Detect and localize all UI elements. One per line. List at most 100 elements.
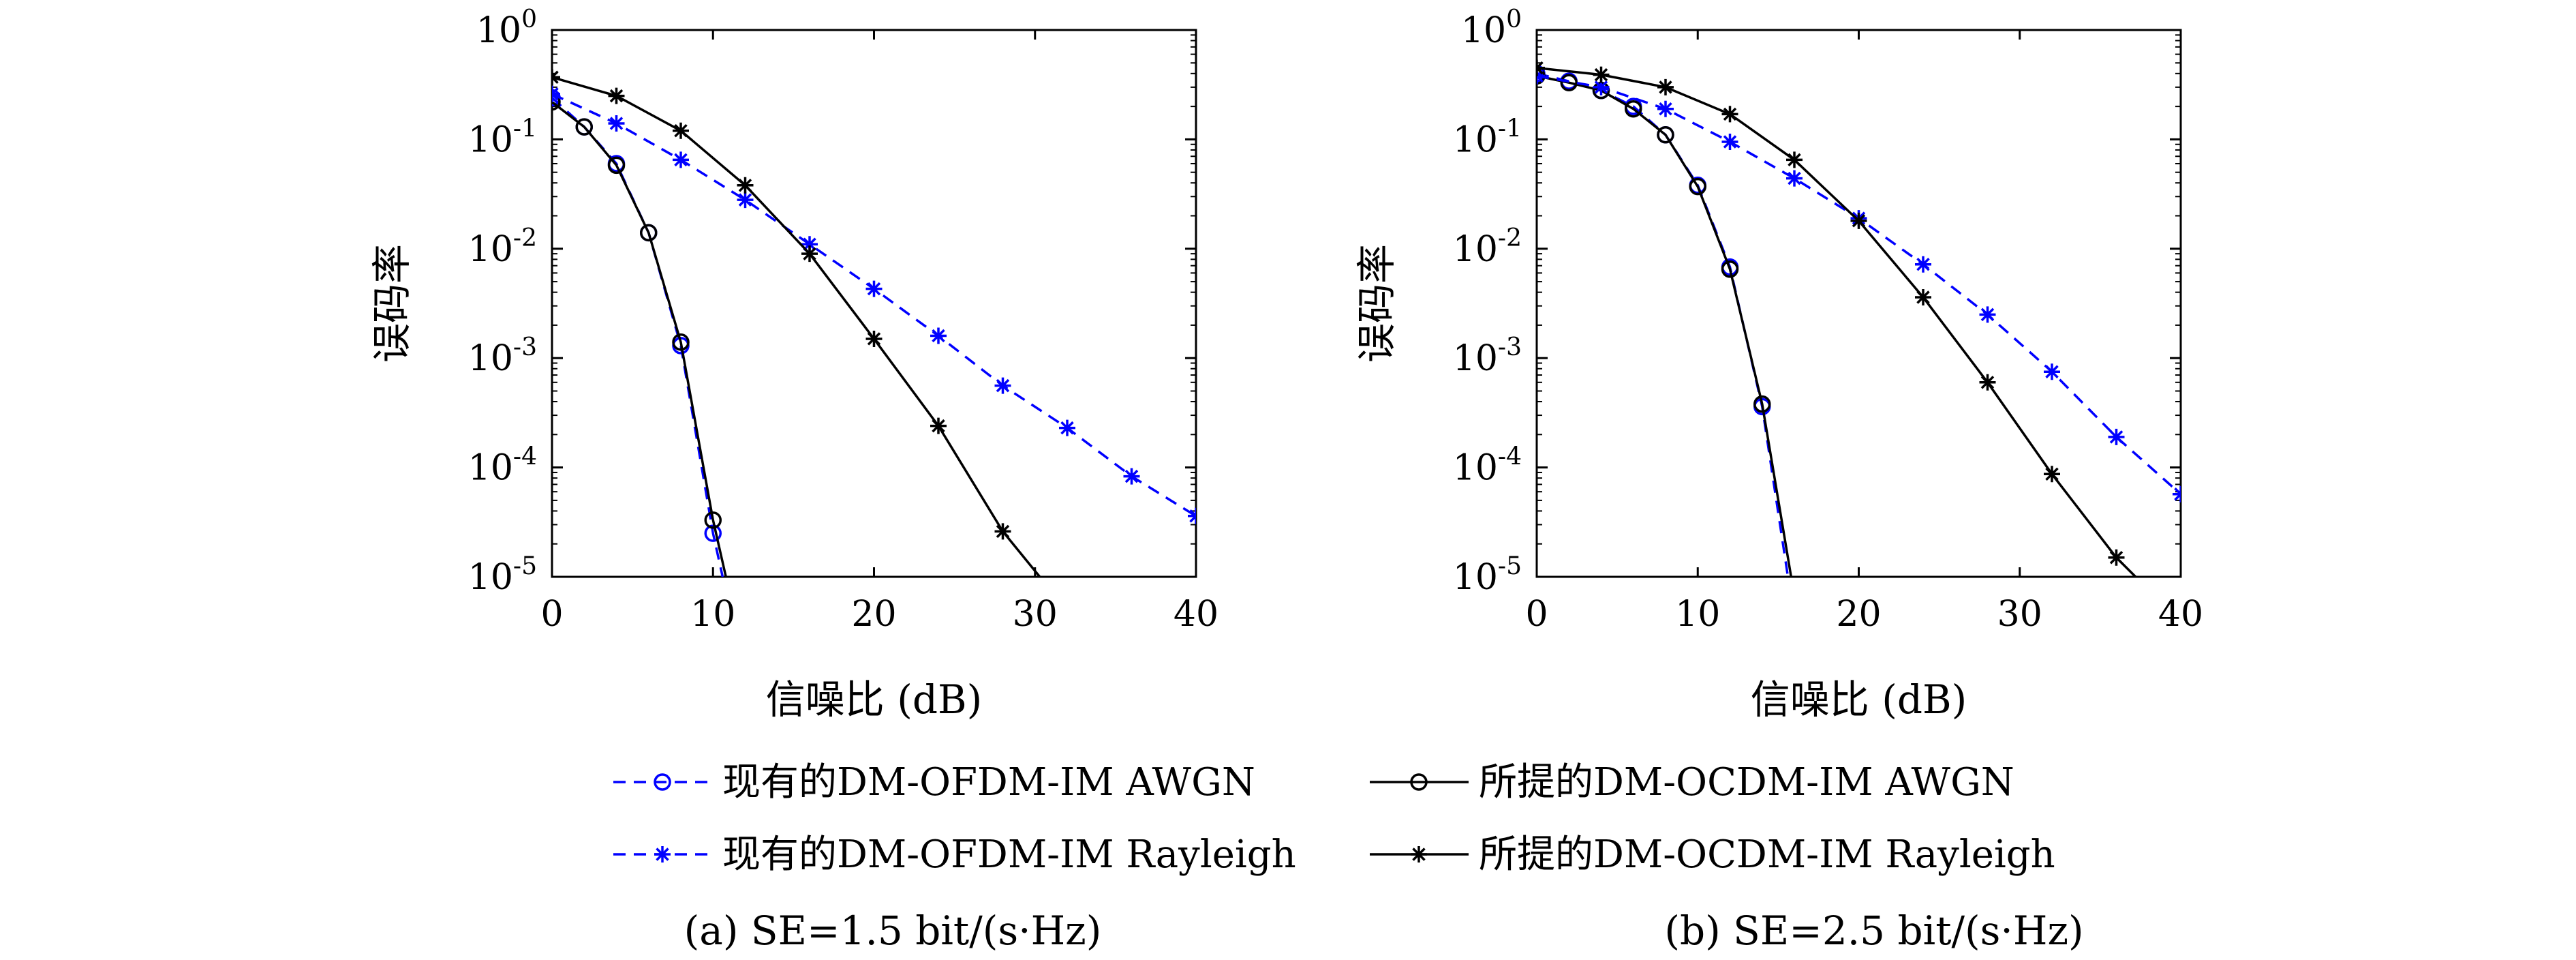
legend-item: 所提的DM-OCDM-IM AWGN <box>1370 760 2014 805</box>
series-2 <box>1537 68 2181 502</box>
series-1 <box>1537 67 1793 577</box>
x-tick-label: 30 <box>1997 594 2042 635</box>
data-point <box>673 122 689 139</box>
legend-marker <box>1410 773 1428 791</box>
y-tick-label: 10-4 <box>1453 443 1522 489</box>
x-tick-label: 10 <box>1675 594 1720 635</box>
legend-item: 现有的DM-OFDM-IM Rayleigh <box>613 832 1296 877</box>
data-point <box>608 87 625 104</box>
data-point <box>2044 363 2060 380</box>
data-point <box>1689 177 1706 196</box>
y-tick-label: 10-2 <box>468 224 537 270</box>
data-point <box>1657 126 1674 144</box>
legend-marker <box>654 846 671 862</box>
data-point <box>1721 134 1738 150</box>
data-point <box>704 511 722 529</box>
x-tick-label: 30 <box>1013 594 1058 635</box>
x-tick-label: 20 <box>851 594 896 635</box>
data-point <box>1915 289 1931 305</box>
data-point <box>1721 106 1738 123</box>
series-line <box>552 93 1196 518</box>
series-line <box>1537 74 1793 577</box>
legend-label: 所提的DM-OCDM-IM AWGN <box>1479 760 2014 805</box>
series-line <box>552 76 1041 577</box>
y-tick-label: 10-5 <box>1453 552 1522 598</box>
data-point <box>2108 549 2125 566</box>
series-2 <box>552 85 1196 524</box>
data-point <box>994 523 1011 540</box>
x-tick-label: 40 <box>1174 594 1218 635</box>
legend-label: 所提的DM-OCDM-IM Rayleigh <box>1479 832 2055 877</box>
y-axis-label: 误码率 <box>1353 244 1400 363</box>
data-point <box>1560 74 1578 91</box>
y-axis-label: 误码率 <box>369 244 415 363</box>
data-point <box>865 280 883 297</box>
legend: 现有的DM-OFDM-IM AWGN 所提的DM-OCDM-IM AWGN 现有的D… <box>613 760 2055 877</box>
data-point <box>801 245 818 262</box>
data-point <box>2173 485 2181 502</box>
x-tick-label: 20 <box>1836 594 1881 635</box>
x-tick-label: 40 <box>2158 594 2203 635</box>
data-point <box>1657 78 1674 95</box>
x-tick-label: 0 <box>1525 594 1548 635</box>
y-tick-label: 10-1 <box>1453 115 1522 160</box>
y-tick-label: 100 <box>1461 5 1522 51</box>
data-point <box>994 377 1011 394</box>
y-tick-label: 10-3 <box>1453 333 1522 379</box>
data-point <box>672 333 690 351</box>
data-point <box>1593 66 1610 83</box>
data-point <box>1753 395 1771 413</box>
data-point <box>607 156 626 175</box>
panel-a: 0 10 20 30 40 100 10-1 10-2 10-3 10-4 10-5 信噪比 (dB)… <box>369 5 1218 954</box>
series-line <box>552 101 727 577</box>
series-line <box>1537 66 2137 577</box>
y-tick-label: 100 <box>476 5 537 51</box>
data-point <box>1786 151 1803 168</box>
x-tick-label: 10 <box>690 594 735 635</box>
series-3 <box>1537 59 2137 577</box>
data-point <box>737 192 754 209</box>
panel-caption: (a) SE=1.5 bit/(s·Hz) <box>684 907 1102 954</box>
data-point <box>640 224 658 242</box>
x-tick-label: 0 <box>540 594 563 635</box>
legend-marker <box>654 773 671 791</box>
data-point <box>2108 428 2125 445</box>
data-point <box>1059 419 1075 436</box>
y-tick-label: 10-3 <box>468 333 537 379</box>
data-point <box>1593 78 1610 95</box>
data-point <box>608 115 625 132</box>
y-tick-label: 10-1 <box>468 115 537 160</box>
data-point <box>1979 374 1996 391</box>
y-tick-label: 10-5 <box>468 552 537 598</box>
data-point <box>552 85 560 102</box>
data-point <box>930 417 947 434</box>
data-point <box>575 118 593 136</box>
data-point <box>801 236 818 253</box>
data-point <box>2044 466 2060 483</box>
legend-label: 现有的DM-OFDM-IM Rayleigh <box>722 832 1296 877</box>
data-point <box>1657 100 1674 117</box>
series-1 <box>552 93 727 577</box>
series-line <box>1537 74 2181 496</box>
data-point <box>930 327 947 344</box>
y-tick-label: 10-4 <box>468 443 537 489</box>
plot-frame <box>1535 29 2182 578</box>
legend-marker <box>1411 846 1427 862</box>
data-point <box>1915 256 1931 273</box>
series-line <box>1537 72 1790 577</box>
panel-caption: (b) SE=2.5 bit/(s·Hz) <box>1664 907 2083 954</box>
data-point <box>673 151 689 168</box>
data-point <box>1979 306 1996 323</box>
series-3 <box>552 69 1041 577</box>
x-axis-label: 信噪比 (dB) <box>766 676 982 723</box>
series-0 <box>1537 65 1790 577</box>
data-point <box>1721 260 1739 278</box>
data-point <box>552 93 561 111</box>
data-point <box>1625 100 1642 118</box>
legend-label: 现有的DM-OFDM-IM AWGN <box>722 760 1255 805</box>
data-point <box>1786 170 1803 187</box>
data-point <box>1537 59 1545 76</box>
series-0 <box>552 89 724 577</box>
data-point <box>704 524 722 542</box>
